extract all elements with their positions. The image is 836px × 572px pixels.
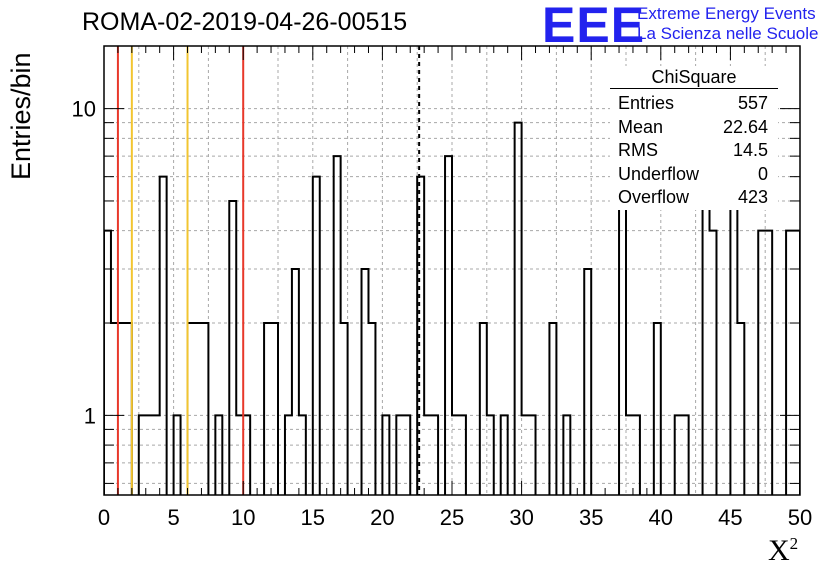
x-tick-label: 50 xyxy=(788,505,812,530)
x-tick-label: 10 xyxy=(231,505,255,530)
x-tick-label: 35 xyxy=(579,505,603,530)
y-axis-label: Entries/bin xyxy=(6,52,36,180)
y-tick-label: 1 xyxy=(84,403,96,428)
stats-box: ChiSquare Entries 557 Mean 22.64 RMS 14.5 U… xyxy=(610,66,778,210)
eee-logo: EEE xyxy=(542,0,646,53)
chart-title: ROMA-02-2019-04-26-00515 xyxy=(82,8,408,36)
y-tick-label: 10 xyxy=(72,97,96,122)
stats-value: 22.64 xyxy=(722,116,768,137)
stats-label: Underflow xyxy=(618,163,700,184)
stats-row-underflow: Underflow 0 xyxy=(610,163,778,187)
x-tick-label: 40 xyxy=(649,505,673,530)
logo-line-1: Extreme Energy Events xyxy=(637,4,816,23)
stats-header: ChiSquare xyxy=(610,66,778,89)
histogram-bars xyxy=(104,121,800,495)
stats-value: 14.5 xyxy=(732,140,768,160)
x-tick-label: 25 xyxy=(440,505,464,530)
x-tick-label: 0 xyxy=(98,505,110,530)
stats-row-overflow: Overflow 423 xyxy=(610,186,778,210)
stats-row-mean: Mean 22.64 xyxy=(610,116,778,140)
stats-label: RMS xyxy=(618,140,658,160)
stats-row-rms: RMS 14.5 xyxy=(610,139,778,163)
stats-value: 557 xyxy=(737,93,768,113)
x-tick-label: 30 xyxy=(509,505,533,530)
x-axis-label: X2 xyxy=(768,534,799,567)
stats-row-entries: Entries 557 xyxy=(610,92,778,116)
stats-label: Entries xyxy=(618,93,675,113)
x-tick-label: 5 xyxy=(167,505,179,530)
x-tick-label: 20 xyxy=(370,505,394,530)
x-tick-label: 45 xyxy=(718,505,742,530)
x-tick-label: 15 xyxy=(301,505,325,530)
stats-label: Overflow xyxy=(618,187,690,207)
stats-value: 0 xyxy=(757,163,768,184)
logo-line-2: La Scienza nelle Scuole xyxy=(637,24,819,43)
stats-value: 423 xyxy=(737,187,768,207)
stats-label: Mean xyxy=(618,116,664,137)
